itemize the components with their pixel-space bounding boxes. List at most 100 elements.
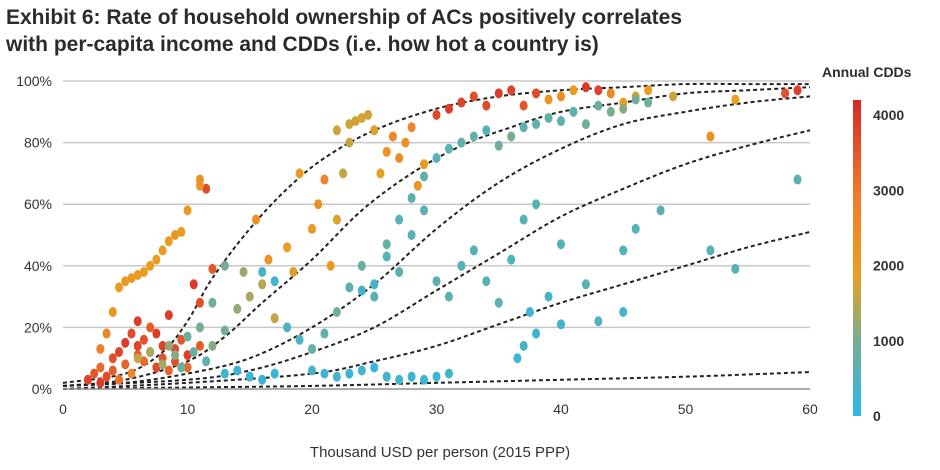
scatter-point [507, 254, 516, 265]
scatter-point [420, 171, 429, 182]
color-legend: 0 1000 2000 3000 4000 [853, 100, 904, 424]
scatter-point [102, 371, 111, 382]
scatter-point [320, 368, 329, 379]
scatter-point [370, 279, 379, 290]
scatter-point [351, 116, 360, 127]
scatter-point [706, 245, 715, 256]
scatter-point [308, 343, 316, 354]
scatter-point [382, 371, 391, 382]
scatter-point [606, 88, 615, 99]
scatter-point [152, 254, 161, 265]
scatter-point [108, 307, 117, 317]
scatter-point [258, 374, 267, 385]
legend-tick-label: 1000 [873, 333, 904, 349]
scatter-point [793, 85, 802, 96]
chart-title-line1: Exhibit 6: Rate of household ownership o… [6, 6, 683, 29]
scatter-point [619, 103, 628, 114]
scatter-point [245, 291, 254, 302]
fit-curve [62, 86, 811, 387]
y-tick-label: 60% [24, 196, 52, 212]
scatter-point [339, 168, 348, 179]
legend-tick-label: 4000 [873, 107, 904, 123]
scatter-point [432, 371, 441, 382]
scatter-point [519, 214, 528, 225]
scatter-point [146, 347, 155, 358]
scatter-point [158, 359, 167, 370]
scatter-point [557, 239, 565, 250]
scatter-point [382, 251, 391, 262]
scatter-point [482, 125, 491, 136]
scatter-point [619, 307, 628, 317]
scatter-point [357, 285, 366, 296]
scatter-point [220, 368, 229, 379]
scatter-point [332, 371, 341, 382]
scatter-point [133, 316, 142, 327]
scatter-point [164, 340, 173, 351]
scatter-point [569, 106, 578, 117]
scatter-point [606, 106, 615, 117]
scatter-point [631, 94, 640, 105]
scatter-point [525, 307, 534, 317]
scatter-point [532, 328, 541, 339]
scatter-point [96, 343, 105, 354]
y-tick-label: 40% [24, 258, 52, 274]
scatter-point [208, 297, 217, 308]
scatter-point [195, 322, 204, 333]
scatter-point [401, 137, 410, 148]
scatter-point [444, 368, 453, 379]
scatter-point [332, 125, 341, 136]
data-points [83, 82, 802, 388]
scatter-point [102, 328, 111, 339]
scatter-point [345, 119, 354, 130]
x-axis-label: Thousand USD per person (2015 PPP) [309, 444, 571, 461]
x-tick-label: 20 [304, 401, 320, 417]
y-tick-label: 0% [32, 381, 52, 397]
scatter-point [407, 371, 416, 382]
scatter-point [115, 374, 124, 385]
scatter-point [83, 374, 92, 385]
scatter-point [233, 303, 242, 314]
scatter-point [519, 122, 528, 133]
fit-curve [62, 371, 811, 390]
scatter-point [457, 137, 466, 148]
scatter-point [513, 353, 522, 364]
scatter-point [594, 100, 603, 111]
scatter-point [152, 328, 161, 339]
scatter-point [133, 340, 142, 351]
scatter-point [482, 100, 491, 111]
scatter-point [382, 239, 391, 250]
scatter-point [395, 266, 404, 277]
scatter-point [96, 362, 105, 373]
scatter-point [532, 199, 541, 210]
scatter-point [731, 94, 740, 105]
scatter-point [370, 291, 379, 302]
scatter-point [332, 214, 341, 225]
scatter-point [220, 260, 229, 271]
scatter-point [308, 223, 316, 234]
legend-tick-label: 3000 [873, 182, 904, 198]
chart-title-line2: with per-capita income and CDDs (i.e. ho… [6, 33, 599, 56]
scatter-point [139, 266, 148, 277]
scatter-point [432, 109, 441, 120]
scatter-point [631, 223, 640, 234]
scatter-point [407, 230, 416, 240]
scatter-point [357, 112, 366, 123]
scatter-point [289, 266, 298, 277]
scatter-point [781, 88, 790, 99]
scatter-point [133, 270, 142, 281]
scatter-point [326, 260, 335, 271]
scatter-point [208, 340, 217, 351]
scatter-point [152, 362, 161, 373]
fit-curves [62, 82, 811, 390]
scatter-point [457, 260, 466, 271]
scatter-point [108, 353, 117, 364]
x-tick-label: 30 [429, 401, 445, 417]
scatter-point [195, 174, 204, 185]
scatter-point [407, 122, 416, 133]
scatter-point [127, 273, 136, 284]
scatter-point [133, 353, 142, 364]
scatter-point [295, 334, 304, 345]
scatter-point [332, 307, 341, 317]
scatter-point [108, 365, 117, 376]
